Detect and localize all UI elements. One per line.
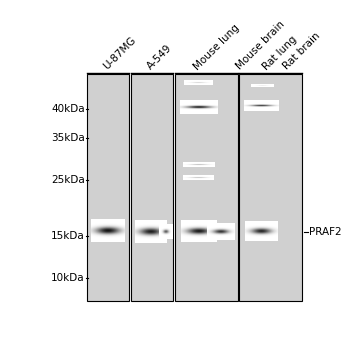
- Bar: [87, 74, 129, 301]
- Text: 25kDa: 25kDa: [51, 175, 85, 184]
- Bar: [239, 74, 302, 301]
- Bar: [175, 74, 238, 301]
- Text: Rat brain: Rat brain: [281, 31, 322, 72]
- Text: Mouse lung: Mouse lung: [192, 22, 241, 72]
- Text: U-87MG: U-87MG: [101, 35, 137, 72]
- Text: 15kDa: 15kDa: [51, 231, 85, 241]
- Text: A-549: A-549: [145, 43, 173, 72]
- Text: 35kDa: 35kDa: [51, 133, 85, 143]
- Text: Rat lung: Rat lung: [261, 34, 298, 72]
- Text: Mouse brain: Mouse brain: [235, 19, 287, 72]
- Text: PRAF2: PRAF2: [309, 227, 342, 237]
- Text: 40kDa: 40kDa: [51, 104, 85, 114]
- Bar: [131, 74, 173, 301]
- Text: 10kDa: 10kDa: [51, 273, 85, 283]
